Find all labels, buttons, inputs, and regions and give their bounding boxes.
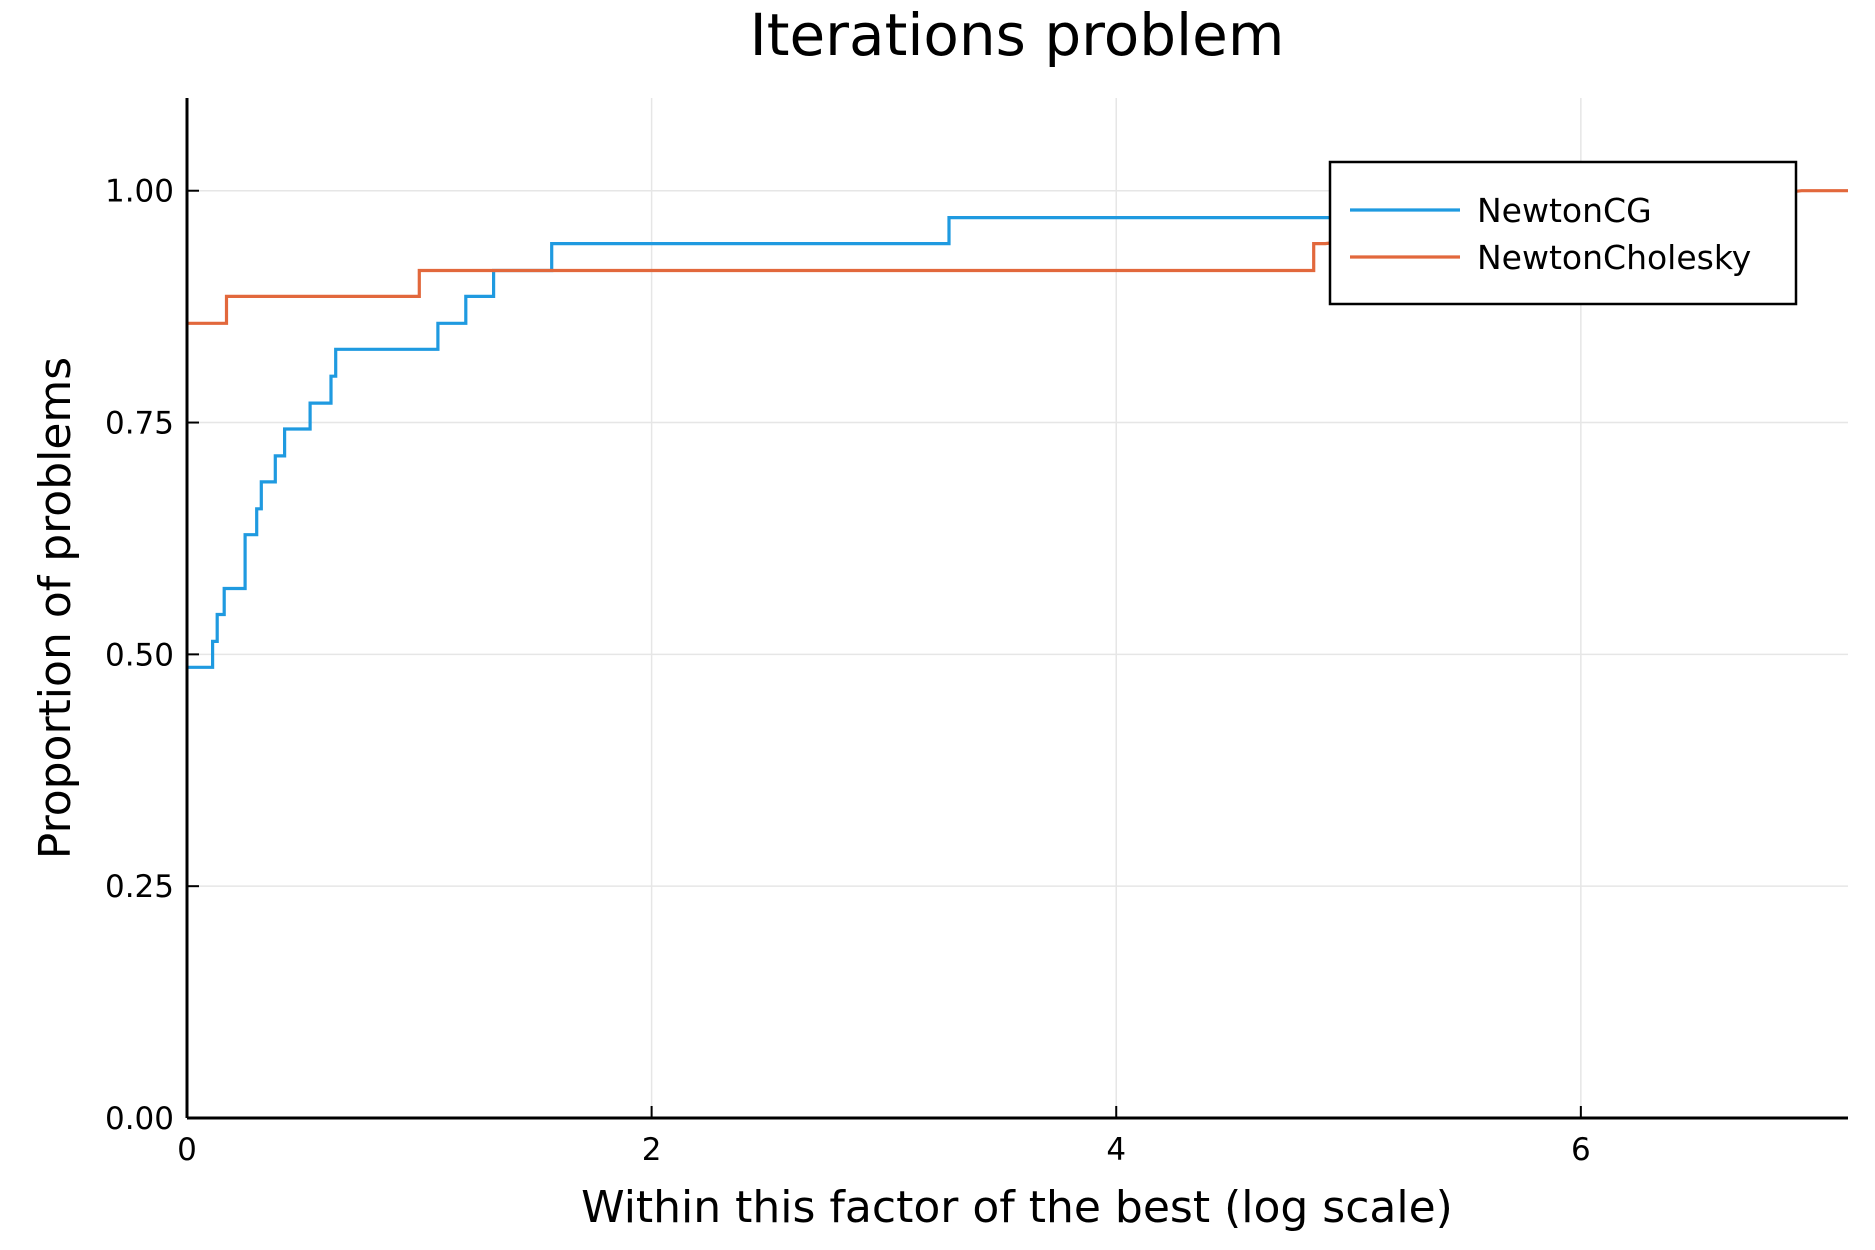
series-line-newtoncg — [187, 216, 1372, 669]
x-tick-label: 0 — [177, 1132, 197, 1168]
y-axis-label: Proportion of problems — [30, 357, 81, 859]
tick-labels: 0 2 4 6 0.00 0.25 0.50 0.75 1.00 — [105, 174, 1591, 1168]
x-axis-label: Within this factor of the best (log scal… — [581, 1182, 1453, 1233]
x-tick-label: 4 — [1106, 1132, 1126, 1168]
y-tick-label: 0.75 — [105, 406, 174, 442]
x-tick-label: 2 — [642, 1132, 662, 1168]
x-tick-label: 6 — [1571, 1132, 1591, 1168]
y-tick-label: 1.00 — [105, 174, 174, 210]
legend-box — [1328, 160, 1798, 306]
legend-label-newtoncholesky: NewtonCholesky — [1477, 238, 1751, 277]
axes — [185, 98, 1848, 1120]
legend-label-newtoncg: NewtonCG — [1477, 191, 1652, 230]
chart-title: Iterations problem — [750, 1, 1285, 69]
y-tick-label: 0.25 — [105, 869, 174, 905]
legend: NewtonCG NewtonCholesky — [1328, 160, 1798, 306]
y-tick-label: 0.00 — [105, 1101, 174, 1137]
y-tick-label: 0.50 — [105, 637, 174, 673]
